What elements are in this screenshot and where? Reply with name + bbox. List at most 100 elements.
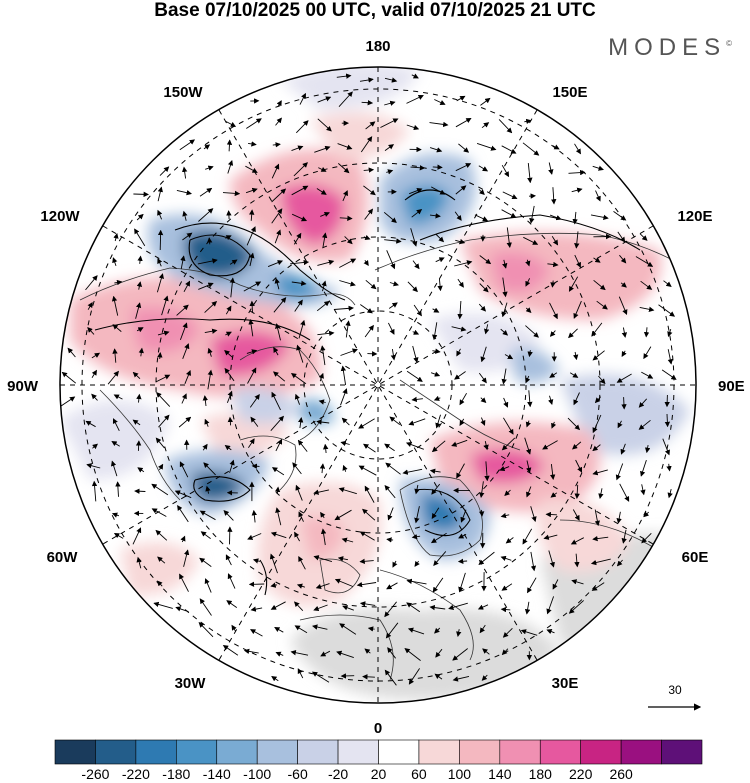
wind-arrow — [572, 441, 582, 450]
wind-arrow — [360, 136, 373, 153]
wind-arrow — [573, 300, 582, 319]
wind-arrow — [592, 350, 605, 361]
wind-arrow — [247, 367, 257, 384]
wind-arrow — [402, 468, 423, 475]
graticule — [60, 67, 696, 703]
wind-arrow — [483, 324, 490, 335]
wind-arrow — [299, 92, 306, 105]
wind-arrow — [457, 300, 463, 320]
wind-arrow — [91, 352, 101, 359]
anomaly-pos-kazakh — [537, 498, 630, 572]
wind-arrow — [358, 418, 375, 429]
wind-arrow — [362, 674, 375, 680]
wind-arrow — [364, 324, 374, 338]
wind-arrow — [292, 462, 302, 475]
wind-arrow — [314, 145, 331, 153]
wind-arrow — [525, 375, 531, 384]
wind-arrow — [501, 302, 508, 318]
wind-arrow — [198, 622, 214, 638]
wind-arrow — [153, 601, 173, 609]
wind-arrow — [223, 510, 234, 521]
wind-arrow — [384, 485, 396, 499]
wind-arrow — [413, 304, 422, 317]
wind-arrow — [361, 100, 374, 106]
wind-arrow — [593, 257, 601, 263]
wind-arrow — [592, 469, 608, 476]
wind-arrow — [411, 73, 419, 79]
wind-arrow — [272, 142, 281, 148]
wind-arrow — [296, 344, 304, 363]
wind-arrow — [406, 602, 421, 613]
wind-arrow — [363, 260, 369, 267]
wind-arrow — [345, 320, 351, 338]
wind-arrow — [248, 141, 257, 147]
wind-arrow — [156, 580, 163, 587]
wind-arrow — [320, 650, 331, 657]
wind-arrow — [592, 165, 604, 171]
wind-arrow — [568, 169, 586, 176]
wind-arrow — [344, 236, 353, 245]
wind-arrow — [114, 279, 123, 286]
wind-arrow — [206, 237, 213, 245]
wind-arrow — [271, 208, 283, 224]
colorbar-swatch — [176, 739, 218, 765]
contour-beaufort-low — [188, 234, 251, 277]
wind-arrow — [246, 118, 262, 129]
wind-arrow — [176, 189, 192, 196]
wind-arrow — [112, 418, 120, 431]
contour-canada — [94, 318, 311, 341]
wind-arrow — [342, 190, 348, 202]
wind-arrow — [621, 529, 627, 544]
wind-arrow — [182, 343, 190, 359]
wind-arrow — [591, 322, 603, 337]
contour-hudson-low — [193, 476, 251, 502]
wind-arrow — [661, 369, 677, 380]
wind-arrow — [225, 235, 232, 241]
wind-arrow — [644, 445, 651, 454]
wind-arrow — [574, 143, 581, 155]
wind-arrow — [502, 191, 518, 200]
wind-arrow — [386, 169, 394, 175]
wind-arrow — [525, 307, 532, 314]
wind-arrow — [456, 463, 465, 479]
reference-vector: 30 — [648, 683, 702, 711]
wind-arrow — [525, 325, 539, 338]
wind-arrow — [155, 437, 165, 449]
wind-arrow — [247, 533, 262, 540]
wind-arrow — [411, 534, 421, 540]
wind-arrow — [454, 211, 462, 221]
colorbar-tick-label: 260 — [609, 766, 633, 782]
wind-arrow — [110, 460, 118, 477]
colorbar-swatch — [297, 739, 339, 765]
wind-arrow — [435, 234, 445, 243]
wind-arrow — [229, 459, 235, 473]
wind-arrow — [317, 118, 332, 132]
wind-arrow — [483, 441, 489, 451]
colorbar-swatch — [620, 739, 662, 765]
wind-arrow — [226, 390, 233, 403]
wind-arrow — [295, 120, 309, 134]
coast-siberia-north — [374, 232, 691, 271]
wind-arrow — [406, 578, 427, 585]
anomaly-pos-northpac — [310, 112, 410, 160]
wind-arrow — [179, 139, 196, 151]
wind-arrow — [429, 121, 449, 128]
wind-arrow — [320, 211, 330, 217]
brand-text: MODES — [608, 34, 727, 61]
wind-arrow — [229, 259, 238, 265]
wind-arrow — [151, 508, 167, 517]
wind-arrow — [504, 354, 514, 360]
wind-arrow — [458, 572, 466, 593]
wind-arrow — [429, 213, 441, 219]
wind-arrow — [431, 507, 440, 519]
wind-arrow — [501, 164, 510, 178]
wind-arrow — [318, 166, 327, 172]
wind-arrow — [184, 369, 192, 384]
wind-arrow — [179, 461, 189, 478]
colorbar-swatch — [459, 739, 501, 765]
wind-arrow — [245, 165, 258, 173]
wind-arrow — [621, 350, 627, 357]
wind-arrow — [249, 393, 260, 408]
map-disk — [60, 67, 696, 703]
wind-arrow — [250, 606, 263, 612]
